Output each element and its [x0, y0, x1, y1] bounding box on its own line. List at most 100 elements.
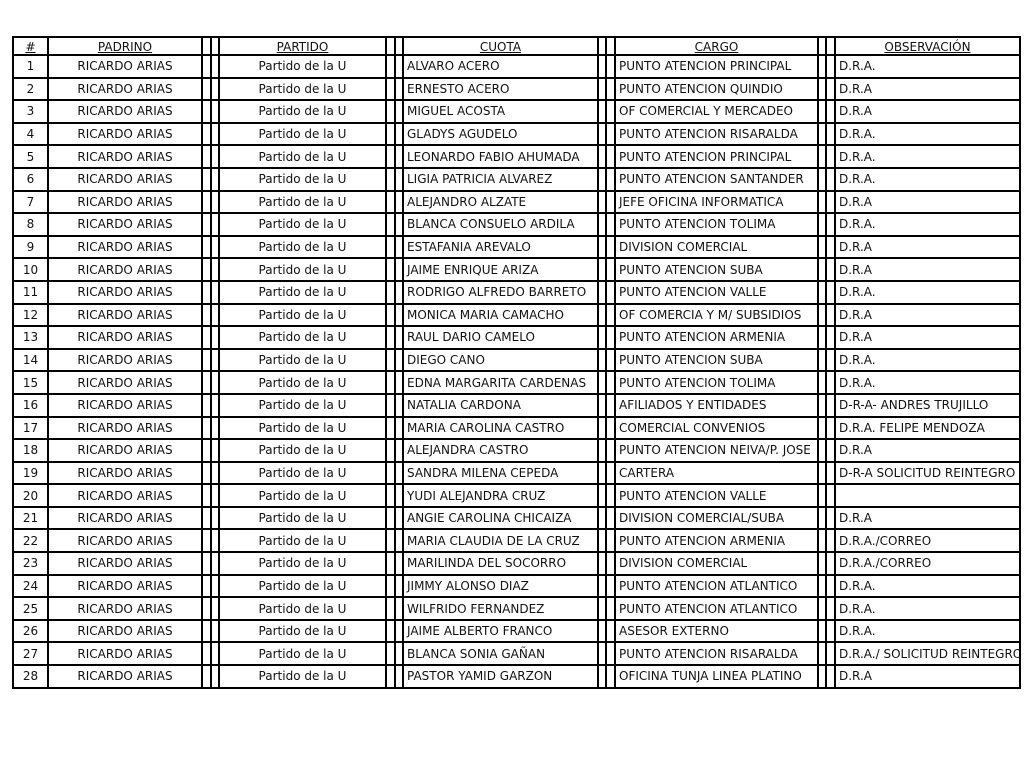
- spacer-cell: [210, 99, 220, 124]
- cell-num: 15: [12, 370, 49, 395]
- cell-cargo: PUNTO ATENCION RISARALDA: [614, 121, 819, 147]
- cell-cuota: WILFRIDO FERNANDEZ: [402, 596, 599, 621]
- table-row: 16 RICARDO ARIAS Partido de la U NATALIA CA…: [12, 392, 1021, 418]
- spacer-cell: [394, 325, 404, 350]
- spacer-cell: [597, 325, 607, 350]
- spacer-cell: [817, 144, 827, 169]
- cell-num: 13: [12, 325, 49, 350]
- cell-cuota: MARIA CAROLINA CASTRO: [402, 415, 599, 441]
- spacer-cell: [385, 257, 396, 282]
- spacer-cell: [385, 596, 396, 621]
- cell-cargo: PUNTO ATENCION NEIVA/P. JOSE: [614, 438, 819, 463]
- spacer-cell: [385, 99, 396, 124]
- spacer-cell: [817, 392, 827, 418]
- cell-cuota: ANGIE CAROLINA CHICAIZA: [402, 505, 599, 531]
- cell-observacion: D.R.A: [834, 664, 1021, 689]
- table-row: 8 RICARDO ARIAS Partido de la U BLANCA CONS…: [12, 212, 1021, 237]
- spacer-cell: [825, 392, 836, 418]
- cell-cargo: PUNTO ATENCION ARMENIA: [614, 528, 819, 554]
- spacer-cell: [385, 641, 396, 667]
- cell-num: 4: [12, 121, 49, 147]
- cell-cargo: ASESOR EXTERNO: [614, 618, 819, 644]
- table-row: 27 RICARDO ARIAS Partido de la U BLANCA SON…: [12, 641, 1021, 667]
- cell-observacion: D.R.A.: [834, 144, 1021, 169]
- spacer-cell: [605, 121, 616, 147]
- cell-cargo: PUNTO ATENCION ATLANTICO: [614, 573, 819, 599]
- spacer-cell: [817, 460, 827, 486]
- header-observacion: OBSERVACIÓN: [834, 36, 1021, 56]
- spacer-cell: [605, 664, 616, 689]
- cell-cargo: DIVISION COMERCIAL: [614, 551, 819, 576]
- cell-num: 21: [12, 505, 49, 531]
- spacer-cell: [597, 618, 607, 644]
- cell-partido: Partido de la U: [218, 664, 387, 689]
- spacer-cell: [817, 573, 827, 599]
- spacer-cell: [825, 370, 836, 395]
- spacer-cell: [394, 257, 404, 282]
- spacer-cell: [201, 144, 212, 169]
- cell-partido: Partido de la U: [218, 528, 387, 554]
- spacer-cell: [605, 279, 616, 305]
- cell-cargo: PUNTO ATENCION VALLE: [614, 483, 819, 508]
- spacer-cell: [210, 144, 220, 169]
- cell-padrino: RICARDO ARIAS: [47, 618, 203, 644]
- spacer-cell: [201, 460, 212, 486]
- spacer-cell: [201, 121, 212, 147]
- cell-cuota: NATALIA CARDONA: [402, 392, 599, 418]
- table-row: 5 RICARDO ARIAS Partido de la U LEONARDO FA…: [12, 144, 1021, 169]
- spacer-cell: [210, 415, 220, 441]
- cell-cuota: MONICA MARIA CAMACHO: [402, 302, 599, 328]
- cell-padrino: RICARDO ARIAS: [47, 325, 203, 350]
- spacer-cell: [825, 166, 836, 192]
- cell-padrino: RICARDO ARIAS: [47, 664, 203, 689]
- spacer-cell: [817, 618, 827, 644]
- spacer-cell: [385, 189, 396, 215]
- spacer-cell: [394, 166, 404, 192]
- spacer-cell: [825, 212, 836, 237]
- cell-padrino: RICARDO ARIAS: [47, 189, 203, 215]
- cell-num: 12: [12, 302, 49, 328]
- header-cargo: CARGO: [614, 36, 819, 56]
- cell-num: 23: [12, 551, 49, 576]
- spacer-cell: [385, 438, 396, 463]
- cell-num: 26: [12, 618, 49, 644]
- cell-padrino: RICARDO ARIAS: [47, 438, 203, 463]
- table-row: 3 RICARDO ARIAS Partido de la U MIGUEL ACOS…: [12, 99, 1021, 124]
- table-body: 1 RICARDO ARIAS Partido de la U ALVARO ACER…: [12, 54, 1021, 689]
- spacer-cell: [210, 189, 220, 215]
- cell-cuota: LIGIA PATRICIA ALVAREZ: [402, 166, 599, 192]
- cell-partido: Partido de la U: [218, 392, 387, 418]
- spacer-column: [817, 36, 827, 56]
- spacer-cell: [597, 121, 607, 147]
- cell-observacion: D.R.A: [834, 99, 1021, 124]
- spacer-cell: [597, 392, 607, 418]
- table-row: 14 RICARDO ARIAS Partido de la U DIEGO CANO…: [12, 347, 1021, 373]
- cell-observacion: D.R.A.: [834, 121, 1021, 147]
- cell-padrino: RICARDO ARIAS: [47, 528, 203, 554]
- spacer-cell: [210, 257, 220, 282]
- spacer-cell: [394, 144, 404, 169]
- cell-observacion: D.R.A: [834, 234, 1021, 260]
- cell-num: 16: [12, 392, 49, 418]
- spacer-column: [605, 36, 616, 56]
- cell-observacion: D-R-A- ANDRES TRUJILLO: [834, 392, 1021, 418]
- spacer-cell: [817, 279, 827, 305]
- cell-padrino: RICARDO ARIAS: [47, 415, 203, 441]
- spacer-cell: [201, 189, 212, 215]
- assignments-table: # PADRINO PARTIDO CUOTA CARGO OBSERVACIÓ…: [12, 36, 1021, 689]
- cell-cuota: MIGUEL ACOSTA: [402, 99, 599, 124]
- cell-partido: Partido de la U: [218, 212, 387, 237]
- spacer-cell: [385, 392, 396, 418]
- spacer-cell: [825, 505, 836, 531]
- cell-padrino: RICARDO ARIAS: [47, 166, 203, 192]
- cell-partido: Partido de la U: [218, 505, 387, 531]
- spacer-column: [394, 36, 404, 56]
- spacer-cell: [210, 573, 220, 599]
- spacer-cell: [394, 302, 404, 328]
- cell-padrino: RICARDO ARIAS: [47, 370, 203, 395]
- cell-partido: Partido de la U: [218, 483, 387, 508]
- spacer-cell: [201, 618, 212, 644]
- spacer-cell: [394, 438, 404, 463]
- spacer-cell: [394, 483, 404, 508]
- spacer-cell: [825, 234, 836, 260]
